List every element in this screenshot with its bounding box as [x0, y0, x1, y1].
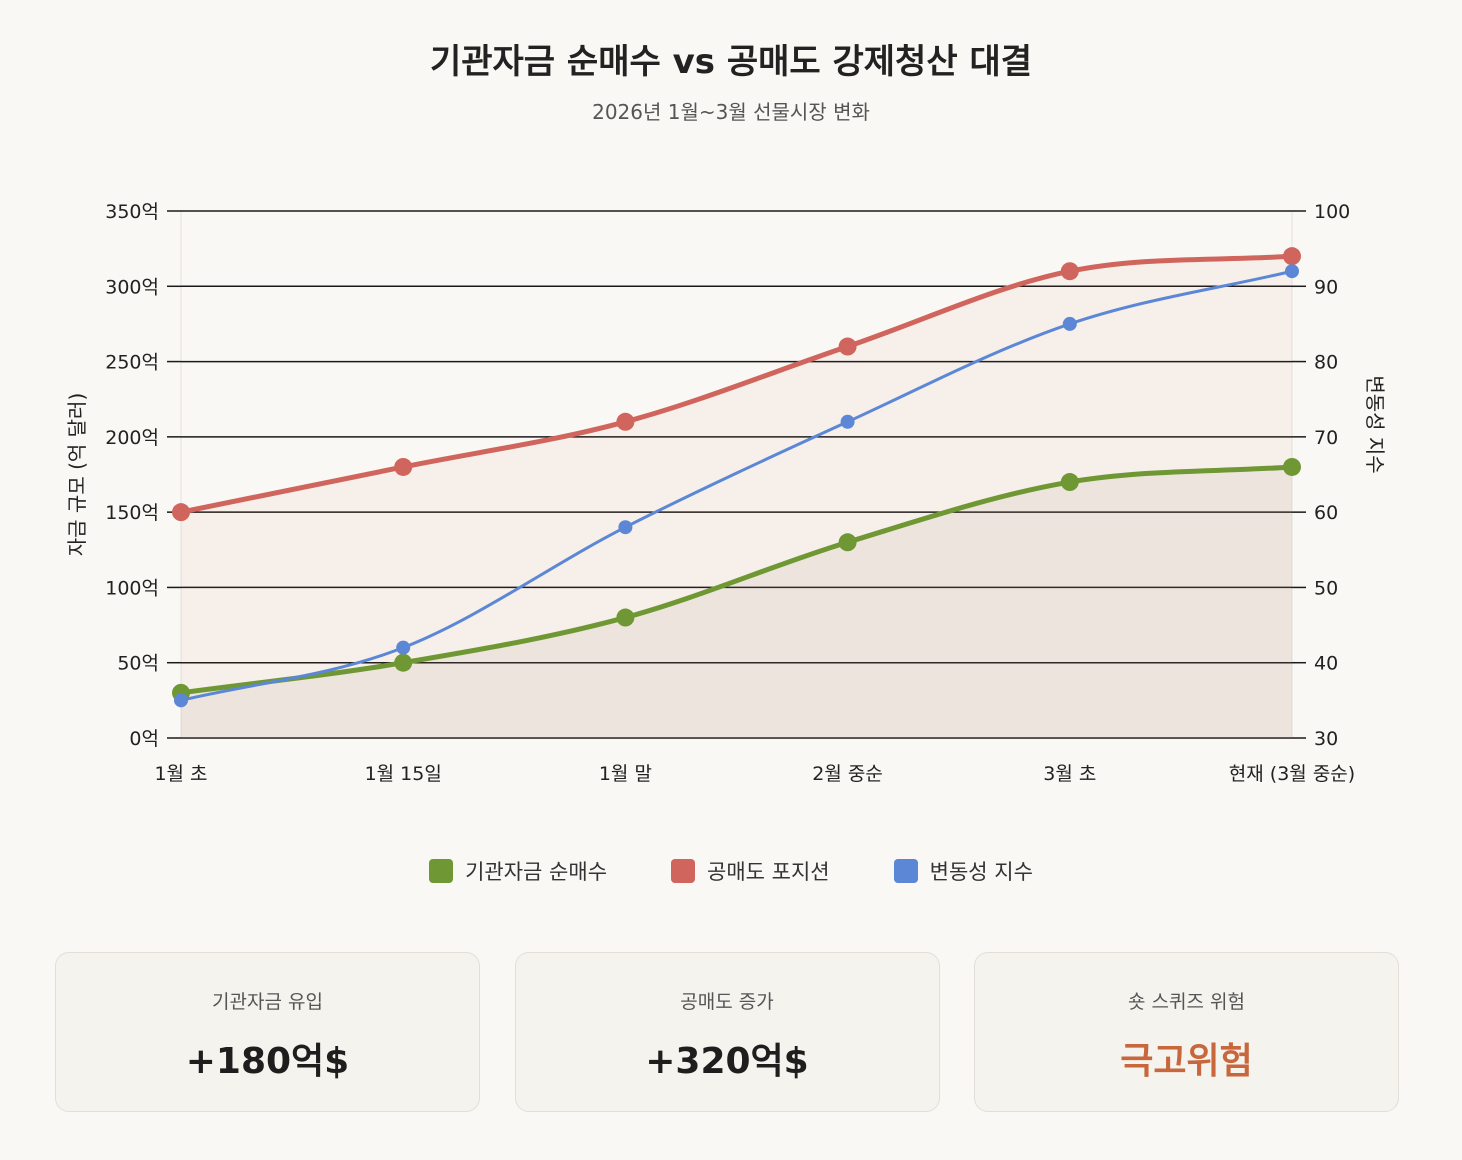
- series-line-short: [178, 253, 1295, 515]
- series-line-institutional: [178, 464, 1295, 696]
- summary-cards: 기관자금 유입 +180억$ 공매도 증가 +320억$ 숏 스퀴즈 위험 극고…: [55, 952, 1399, 1112]
- y-tick-label: 150억: [105, 502, 159, 524]
- data-point-volatility: [618, 520, 633, 535]
- series-line-volatility: [179, 269, 1294, 702]
- series-area-institutional: [181, 466, 1292, 738]
- card-value: +320억$: [645, 1041, 809, 1082]
- legend-swatch: [893, 859, 918, 883]
- legend-item-volatility[interactable]: 변동성 지수: [893, 856, 1033, 886]
- chart-legend: 기관자금 순매수 공매도 포지션 변동성 지수: [0, 856, 1462, 886]
- data-point-institutional: [838, 533, 857, 552]
- card-label: 공매도 증가: [680, 991, 774, 1013]
- chart-title: 기관자금 순매수 vs 공매도 강제청산 대결: [429, 42, 1033, 82]
- data-point-short: [394, 457, 413, 476]
- series-area-short: [181, 256, 1292, 738]
- card-label: 기관자금 유입: [212, 991, 323, 1013]
- card-label: 숏 스퀴즈 위험: [1128, 991, 1245, 1013]
- data-point-short: [616, 412, 635, 431]
- y2-tick-label: 100: [1314, 201, 1350, 223]
- data-point-short: [838, 337, 857, 356]
- x-tick-label: 현재 (3월 중순): [1229, 763, 1355, 785]
- combo-line-chart: 0억 30 50억 40 100억 50 150억 60 200억 70 250억 80 300억 90 3…: [65, 201, 1387, 785]
- legend-swatch: [671, 859, 696, 883]
- y-tick-label: 250억: [105, 352, 159, 374]
- data-point-volatility: [174, 693, 188, 708]
- y-tick-label: 300억: [105, 276, 159, 298]
- y-tick-label: 100억: [105, 577, 159, 599]
- y2-tick-label: 50: [1314, 577, 1338, 599]
- card-value: +180억$: [185, 1041, 350, 1082]
- data-point-short: [172, 503, 190, 522]
- data-point-institutional: [394, 653, 413, 672]
- data-point-short: [1283, 247, 1301, 266]
- summary-card-squeeze-risk: 숏 스퀴즈 위험 극고위험: [974, 952, 1399, 1112]
- data-point-volatility: [1285, 264, 1299, 279]
- y2-tick-label: 30: [1314, 728, 1338, 750]
- y2-axis-label: 변동성 지수: [1363, 375, 1387, 473]
- data-point-institutional: [1283, 457, 1301, 476]
- legend-item-short[interactable]: 공매도 포지션: [671, 856, 830, 886]
- x-tick-label: 3월 초: [1043, 763, 1096, 785]
- legend-item-institutional[interactable]: 기관자금 순매수: [429, 856, 607, 886]
- y2-tick-label: 40: [1314, 653, 1338, 675]
- y2-tick-label: 60: [1314, 502, 1338, 524]
- data-point-volatility: [396, 640, 411, 655]
- y-tick-label: 350억: [105, 201, 159, 223]
- x-tick-label: 2월 중순: [812, 763, 883, 785]
- legend-swatch: [429, 859, 454, 883]
- y-tick-label: 200억: [105, 427, 159, 449]
- y2-tick-label: 90: [1314, 276, 1338, 298]
- summary-card-inflow: 기관자금 유입 +180억$: [55, 952, 480, 1112]
- y2-tick-label: 80: [1314, 352, 1338, 374]
- y-tick-label: 50억: [117, 653, 159, 675]
- legend-label: 기관자금 순매수: [465, 860, 608, 884]
- data-point-institutional: [616, 608, 635, 627]
- y-axis-label: 자금 규모 (억 달러): [65, 393, 89, 556]
- y-tick-label: 0억: [129, 728, 159, 750]
- x-tick-label: 1월 초: [154, 763, 207, 785]
- legend-label: 공매도 포지션: [707, 860, 830, 884]
- data-point-short: [1060, 262, 1079, 281]
- y2-tick-label: 70: [1314, 427, 1338, 449]
- chart-subtitle: 2026년 1월~3월 선물시장 변화: [592, 100, 870, 124]
- card-value: 극고위험: [1120, 1041, 1253, 1082]
- summary-card-short-increase: 공매도 증가 +320억$: [514, 952, 940, 1112]
- x-tick-label: 1월 15일: [365, 763, 442, 785]
- legend-label: 변동성 지수: [929, 860, 1033, 884]
- data-point-volatility: [1062, 316, 1077, 331]
- data-point-institutional: [1060, 473, 1079, 492]
- data-point-volatility: [840, 414, 855, 429]
- x-tick-label: 1월 말: [599, 763, 652, 785]
